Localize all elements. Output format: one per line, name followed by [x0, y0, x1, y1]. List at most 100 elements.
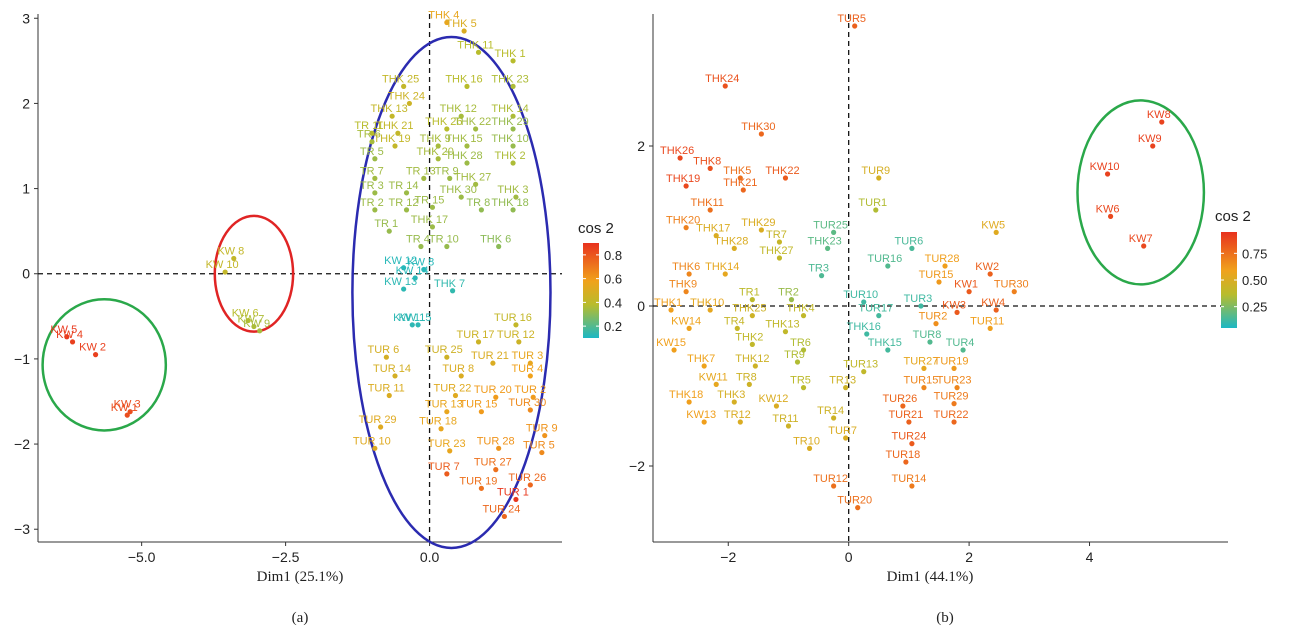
point-label: TR3: [808, 263, 829, 275]
data-point: [903, 459, 909, 465]
point-label: TUR 20: [474, 384, 512, 396]
point-label: TR 7: [360, 165, 384, 177]
data-point: [527, 360, 533, 366]
data-point: [401, 265, 407, 271]
point-label: TUR 24: [482, 503, 520, 515]
point-label: TUR 28: [477, 435, 515, 447]
point-label: THK 6: [480, 233, 511, 245]
point-label: TUR 15: [459, 399, 497, 411]
point-label: TUR11: [970, 315, 1004, 327]
data-point: [527, 482, 533, 488]
data-point: [1150, 143, 1156, 149]
data-point: [731, 245, 737, 251]
x-tick-label: −2.5: [272, 549, 300, 565]
data-point: [954, 309, 960, 315]
data-point: [758, 227, 764, 233]
point-label: KW 10: [206, 259, 239, 271]
x-tick-label: −2: [720, 549, 736, 565]
point-label: THK 20: [417, 146, 454, 158]
point-label: TR 15: [414, 194, 444, 206]
point-label: THK3: [717, 389, 745, 401]
data-point: [458, 373, 464, 379]
data-point: [386, 392, 392, 399]
point-label: THK 21: [376, 120, 413, 132]
data-point: [713, 381, 719, 387]
data-point: [942, 263, 948, 269]
data-point: [713, 233, 719, 239]
data-point: [831, 483, 837, 489]
data-point: [987, 325, 993, 331]
point-label: TUR30: [994, 279, 1029, 291]
data-point: [671, 347, 677, 353]
cluster-ellipse: [351, 35, 552, 550]
point-label: KW4: [981, 297, 1005, 309]
point-label: TR 13: [406, 165, 436, 177]
point-label: TUR 14: [373, 363, 411, 375]
point-label: KW9: [1138, 133, 1162, 145]
data-point: [951, 401, 957, 407]
point-label: THK 23: [491, 73, 528, 85]
data-point: [435, 156, 441, 162]
point-label: THK16: [847, 321, 881, 333]
point-label: TR 12: [389, 197, 419, 209]
data-point: [418, 243, 424, 250]
data-point: [383, 354, 389, 360]
point-label: TUR 11: [368, 383, 405, 395]
data-point: [861, 299, 867, 305]
point-label: KW 15: [399, 312, 432, 324]
point-label: THK 9: [420, 133, 451, 145]
data-point: [1141, 243, 1147, 249]
data-point: [782, 175, 789, 181]
y-tick-label: −3: [14, 521, 30, 537]
point-label: TR 14: [389, 180, 419, 192]
data-point: [501, 513, 508, 520]
point-label: KW14: [671, 315, 701, 327]
point-label: TUR 23: [428, 438, 466, 450]
x-axis-title: Dim1 (44.1%): [887, 569, 974, 585]
data-point: [749, 297, 755, 303]
data-point: [954, 385, 960, 391]
data-point: [686, 399, 692, 405]
point-label: THK2: [735, 331, 763, 343]
point-label: TR 10: [429, 233, 459, 245]
x-tick-label: 4: [1086, 549, 1094, 565]
data-point: [127, 409, 133, 415]
point-label: THK23: [807, 235, 841, 247]
point-label: TUR4: [946, 337, 975, 349]
data-point: [372, 190, 378, 196]
point-label: TUR 27: [474, 457, 512, 469]
point-label: KW 4: [56, 329, 83, 341]
data-point: [444, 354, 450, 360]
point-label: TR13: [829, 375, 856, 387]
data-point: [734, 325, 740, 331]
point-label: THK1: [654, 297, 682, 309]
data-point: [843, 435, 849, 441]
data-point: [415, 322, 421, 328]
point-label: KW 2: [79, 342, 106, 354]
point-label: TUR27: [904, 355, 939, 367]
data-point: [677, 155, 683, 161]
point-label: TUR 21: [471, 350, 509, 362]
point-label: TUR 19: [459, 475, 497, 487]
point-label: TUR 22: [434, 383, 472, 395]
point-label: THK14: [705, 261, 739, 273]
point-label: TR 8: [466, 197, 490, 209]
point-label: THK 15: [445, 133, 482, 145]
data-point: [444, 19, 450, 26]
data-point: [527, 407, 533, 413]
point-label: KW 14: [396, 265, 429, 277]
point-label: KW11: [699, 371, 728, 383]
point-label: THK26: [660, 145, 694, 157]
point-label: TUR1: [858, 197, 887, 209]
point-label: KW2: [975, 261, 999, 273]
data-point: [921, 365, 927, 371]
y-tick-label: 0: [22, 266, 30, 282]
data-point: [444, 126, 450, 132]
data-point: [707, 165, 713, 171]
data-point: [737, 419, 743, 425]
point-label: THK19: [666, 173, 700, 185]
point-label: THK 10: [491, 133, 528, 145]
legend-tick-label: 0.2: [604, 319, 622, 334]
point-label: THK 16: [445, 73, 482, 85]
data-point: [435, 143, 441, 149]
